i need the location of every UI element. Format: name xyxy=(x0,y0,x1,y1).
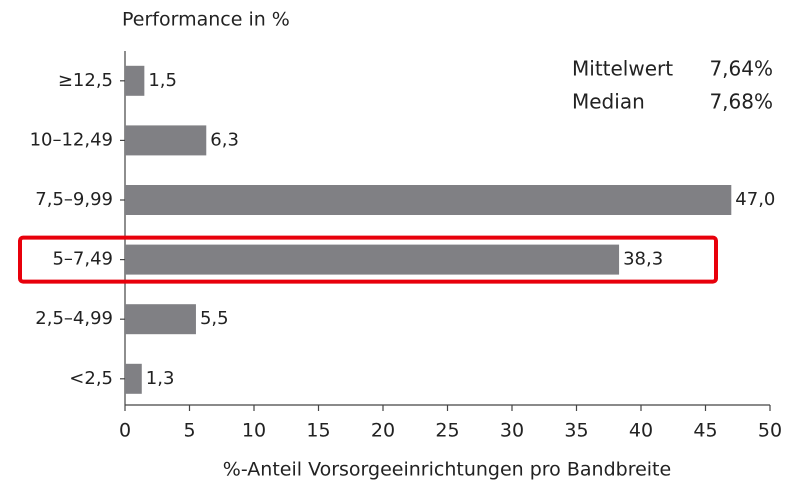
annotation-label: Mittelwert xyxy=(572,57,673,81)
bar xyxy=(125,363,142,394)
bar xyxy=(125,65,145,96)
bar xyxy=(125,244,620,275)
y-tick-label: 10–12,49 xyxy=(30,129,113,150)
x-tick-label: 5 xyxy=(183,420,195,442)
annotation-label: Median xyxy=(572,90,645,114)
x-tick-label: 30 xyxy=(500,420,524,442)
y-tick-label: ≥12,5 xyxy=(58,70,113,91)
x-tick-label: 45 xyxy=(693,420,717,442)
value-label: 47,0 xyxy=(735,189,775,210)
highlight-box xyxy=(18,235,718,284)
x-tick-label: 15 xyxy=(306,420,330,442)
value-label: 38,3 xyxy=(623,249,663,270)
value-label: 1,3 xyxy=(146,368,175,389)
y-tick-label: 2,5–4,99 xyxy=(35,308,113,329)
y-tick-label: 7,5–9,99 xyxy=(35,189,113,210)
bar xyxy=(125,185,732,215)
annotation-value: 7,64% xyxy=(709,57,773,81)
value-label: 1,5 xyxy=(148,70,177,91)
x-tick-label: 35 xyxy=(564,420,588,442)
bar xyxy=(125,304,196,335)
x-tick-label: 40 xyxy=(629,420,653,442)
chart-title: Performance in % xyxy=(122,9,290,31)
annotation-value: 7,68% xyxy=(709,90,773,114)
x-tick-label: 10 xyxy=(242,420,266,442)
bar xyxy=(125,125,207,156)
x-axis-label: %-Anteil Vorsorgeeinrichtungen pro Bandb… xyxy=(223,459,671,481)
x-tick-label: 0 xyxy=(119,420,131,442)
y-tick-label: <2,5 xyxy=(69,368,113,389)
value-label: 6,3 xyxy=(210,129,239,150)
y-tick-label: 5–7,49 xyxy=(52,249,113,270)
value-label: 5,5 xyxy=(200,308,229,329)
x-tick-label: 50 xyxy=(758,420,782,442)
x-tick-label: 25 xyxy=(435,420,459,442)
x-tick-label: 20 xyxy=(371,420,395,442)
